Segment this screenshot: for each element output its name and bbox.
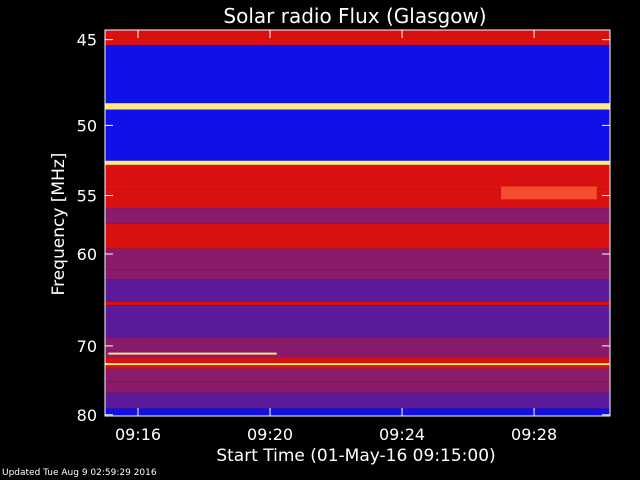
frequency-band (105, 357, 610, 369)
y-tick-label: 80 (77, 406, 97, 425)
frequency-band (105, 109, 610, 161)
frequency-band (105, 248, 610, 270)
frequency-band (105, 269, 610, 280)
frequency-band (105, 368, 610, 382)
y-axis-ticks: 45 50 55 60 70 80 (77, 31, 610, 425)
frequency-band (105, 103, 610, 110)
plot-area (105, 30, 610, 416)
y-tick-label: 50 (77, 116, 97, 135)
x-tick-label: 09:24 (379, 425, 425, 444)
frequency-band (105, 337, 610, 358)
frequency-band (105, 30, 610, 46)
frequency-band (105, 301, 610, 306)
frequency-band (105, 208, 610, 224)
y-axis-label: Frequency [MHz] (49, 153, 69, 296)
y-tick-label: 60 (77, 245, 97, 264)
frequency-band (105, 392, 610, 409)
x-axis-label: Start Time (01-May-16 09:15:00) (216, 446, 495, 466)
x-tick-label: 09:16 (115, 425, 161, 444)
frequency-band (105, 223, 610, 249)
x-axis-ticks: 09:16 09:20 09:24 09:28 (115, 30, 557, 444)
x-tick-label: 09:28 (511, 425, 557, 444)
plot-frame (104, 29, 611, 417)
y-tick-label: 55 (77, 187, 97, 206)
frequency-band (105, 279, 610, 302)
frequency-band (105, 189, 610, 209)
frequency-band (105, 305, 610, 338)
emission-patch (501, 186, 597, 200)
frequency-band (105, 381, 610, 393)
frequency-band (105, 408, 610, 416)
updated-timestamp: Updated Tue Aug 9 02:59:29 2016 (2, 468, 157, 478)
y-tick-label: 70 (77, 337, 97, 356)
frequency-band (105, 164, 610, 190)
x-tick-label: 09:20 (247, 425, 293, 444)
y-tick-label: 45 (77, 31, 97, 50)
frequency-band (105, 45, 610, 104)
chart-title: Solar radio Flux (Glasgow) (223, 4, 486, 28)
frequency-band (105, 160, 610, 165)
